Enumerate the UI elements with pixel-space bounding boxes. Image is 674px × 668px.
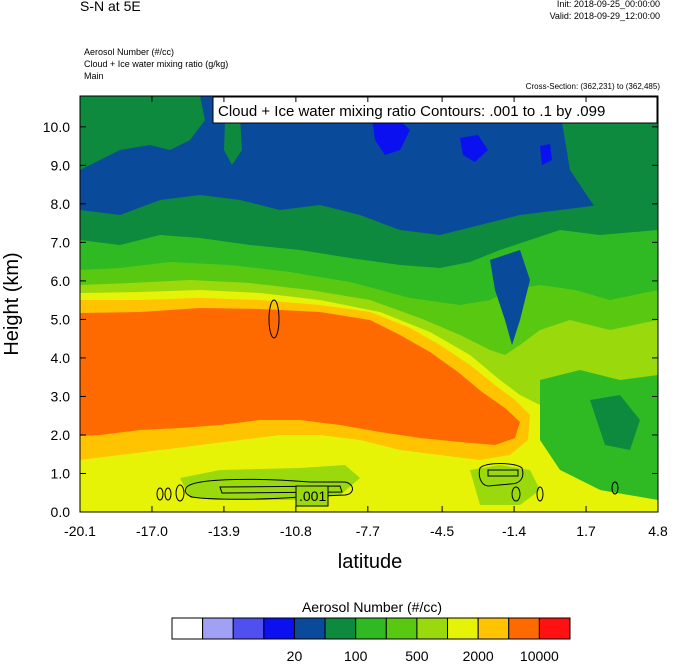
x-tick-label: -7.7 [356, 523, 380, 539]
colorbar-swatch [416, 617, 449, 640]
x-tick-label: 1.7 [576, 523, 596, 539]
x-tick-label: -13.9 [208, 523, 240, 539]
contour-small-3 [175, 484, 185, 502]
field-blue-tongue [490, 250, 530, 345]
colorbar-swatch [171, 617, 204, 640]
y-tick-label: 7.0 [51, 234, 71, 250]
contour-small-2 [164, 487, 172, 501]
field-green-patch [224, 118, 242, 165]
field-green-top-left [80, 96, 205, 170]
colorbar-swatch [538, 617, 571, 640]
colorbar-swatch [202, 617, 234, 640]
colorbar-swatch [232, 617, 265, 640]
contour-right-inner [487, 469, 519, 477]
colorbar: 20 100 500 2000 10000 [171, 617, 571, 664]
y-tick-label: 8.0 [51, 196, 71, 212]
y-tick-label: 10.0 [43, 119, 70, 135]
y-tick-label: 9.0 [51, 157, 71, 173]
init-time: Init: 2018-09-25_00:00:00 [556, 0, 660, 9]
shaded-field [80, 96, 658, 512]
variable-line-aerosol: Aerosol Number (#/cc) [84, 47, 175, 57]
y-axis: 0.0 1.0 2.0 3.0 4.0 5.0 6.0 7.0 8.0 9.0 10.0 [43, 119, 658, 520]
contour-small-4 [511, 486, 521, 502]
colorbar-swatch [355, 617, 387, 640]
field-blue-patch-3 [540, 144, 552, 165]
colorbar-label: 100 [344, 648, 368, 664]
colorbar-swatch [508, 617, 540, 640]
y-tick-label: 4.0 [51, 350, 71, 366]
variable-line-main: Main [84, 71, 104, 81]
field-green-lower-right [540, 370, 658, 512]
y-tick-label: 6.0 [51, 273, 71, 289]
colorbar-label: 2000 [463, 648, 494, 664]
plot-frame [79, 95, 659, 513]
y-tick-label: 1.0 [51, 465, 71, 481]
field-orange-layer [80, 308, 520, 445]
y-tick-label: 5.0 [51, 311, 71, 327]
colorbar-swatch [447, 617, 479, 640]
contour-info-text: Cloud + Ice water mixing ratio Contours:… [218, 103, 605, 120]
x-tick-label: -20.1 [64, 523, 96, 539]
colorbar-label: 10000 [520, 648, 559, 664]
variable-line-cloud-ice: Cloud + Ice water mixing ratio (g/kg) [84, 59, 229, 69]
contour-info-box [212, 96, 658, 124]
cross-section-label: Cross-Section: (362,231) to (362,485) [525, 82, 660, 91]
x-tick-label: -1.4 [502, 523, 526, 539]
contour-surface-long [184, 478, 353, 500]
contour-label-box [295, 485, 329, 507]
colorbar-title: Aerosol Number (#/cc) [302, 599, 442, 615]
y-tick-label: 2.0 [51, 427, 71, 443]
field-blue-patch-2 [460, 135, 488, 162]
x-tick-label: -10.8 [280, 523, 312, 539]
colorbar-swatch [385, 617, 418, 640]
x-tick-label: -4.5 [430, 523, 454, 539]
contour-label: .001 [299, 488, 326, 504]
colorbar-swatch [324, 617, 357, 640]
field-blue-patch-1 [372, 116, 410, 155]
colorbar-swatch [293, 617, 326, 640]
colorbar-label: 500 [405, 648, 429, 664]
contour-right-blob [478, 463, 524, 487]
contour-small-6 [611, 481, 619, 495]
x-tick-label: -17.0 [136, 523, 168, 539]
contour-small-5 [536, 486, 544, 502]
colorbar-swatch [477, 617, 510, 640]
plot-title: S-N at 5E [80, 0, 141, 14]
x-axis-label: latitude [338, 551, 403, 573]
y-tick-label: 0.0 [51, 504, 71, 520]
x-tick-label: 4.8 [648, 523, 668, 539]
y-tick-label: 3.0 [51, 388, 71, 404]
contour-ellipse-upper [268, 299, 280, 339]
y-axis-label: Height (km) [1, 252, 23, 355]
field-darkgreen-lower-right [590, 395, 640, 450]
valid-time: Valid: 2018-09-29_12:00:00 [549, 11, 660, 21]
x-axis: -20.1 -17.0 -13.9 -10.8 -7.7 -4.5 -1.4 1.7 4.8 [64, 96, 668, 539]
contour-small-1 [156, 487, 164, 501]
colorbar-swatch [263, 617, 295, 640]
colorbar-label: 20 [287, 648, 303, 664]
